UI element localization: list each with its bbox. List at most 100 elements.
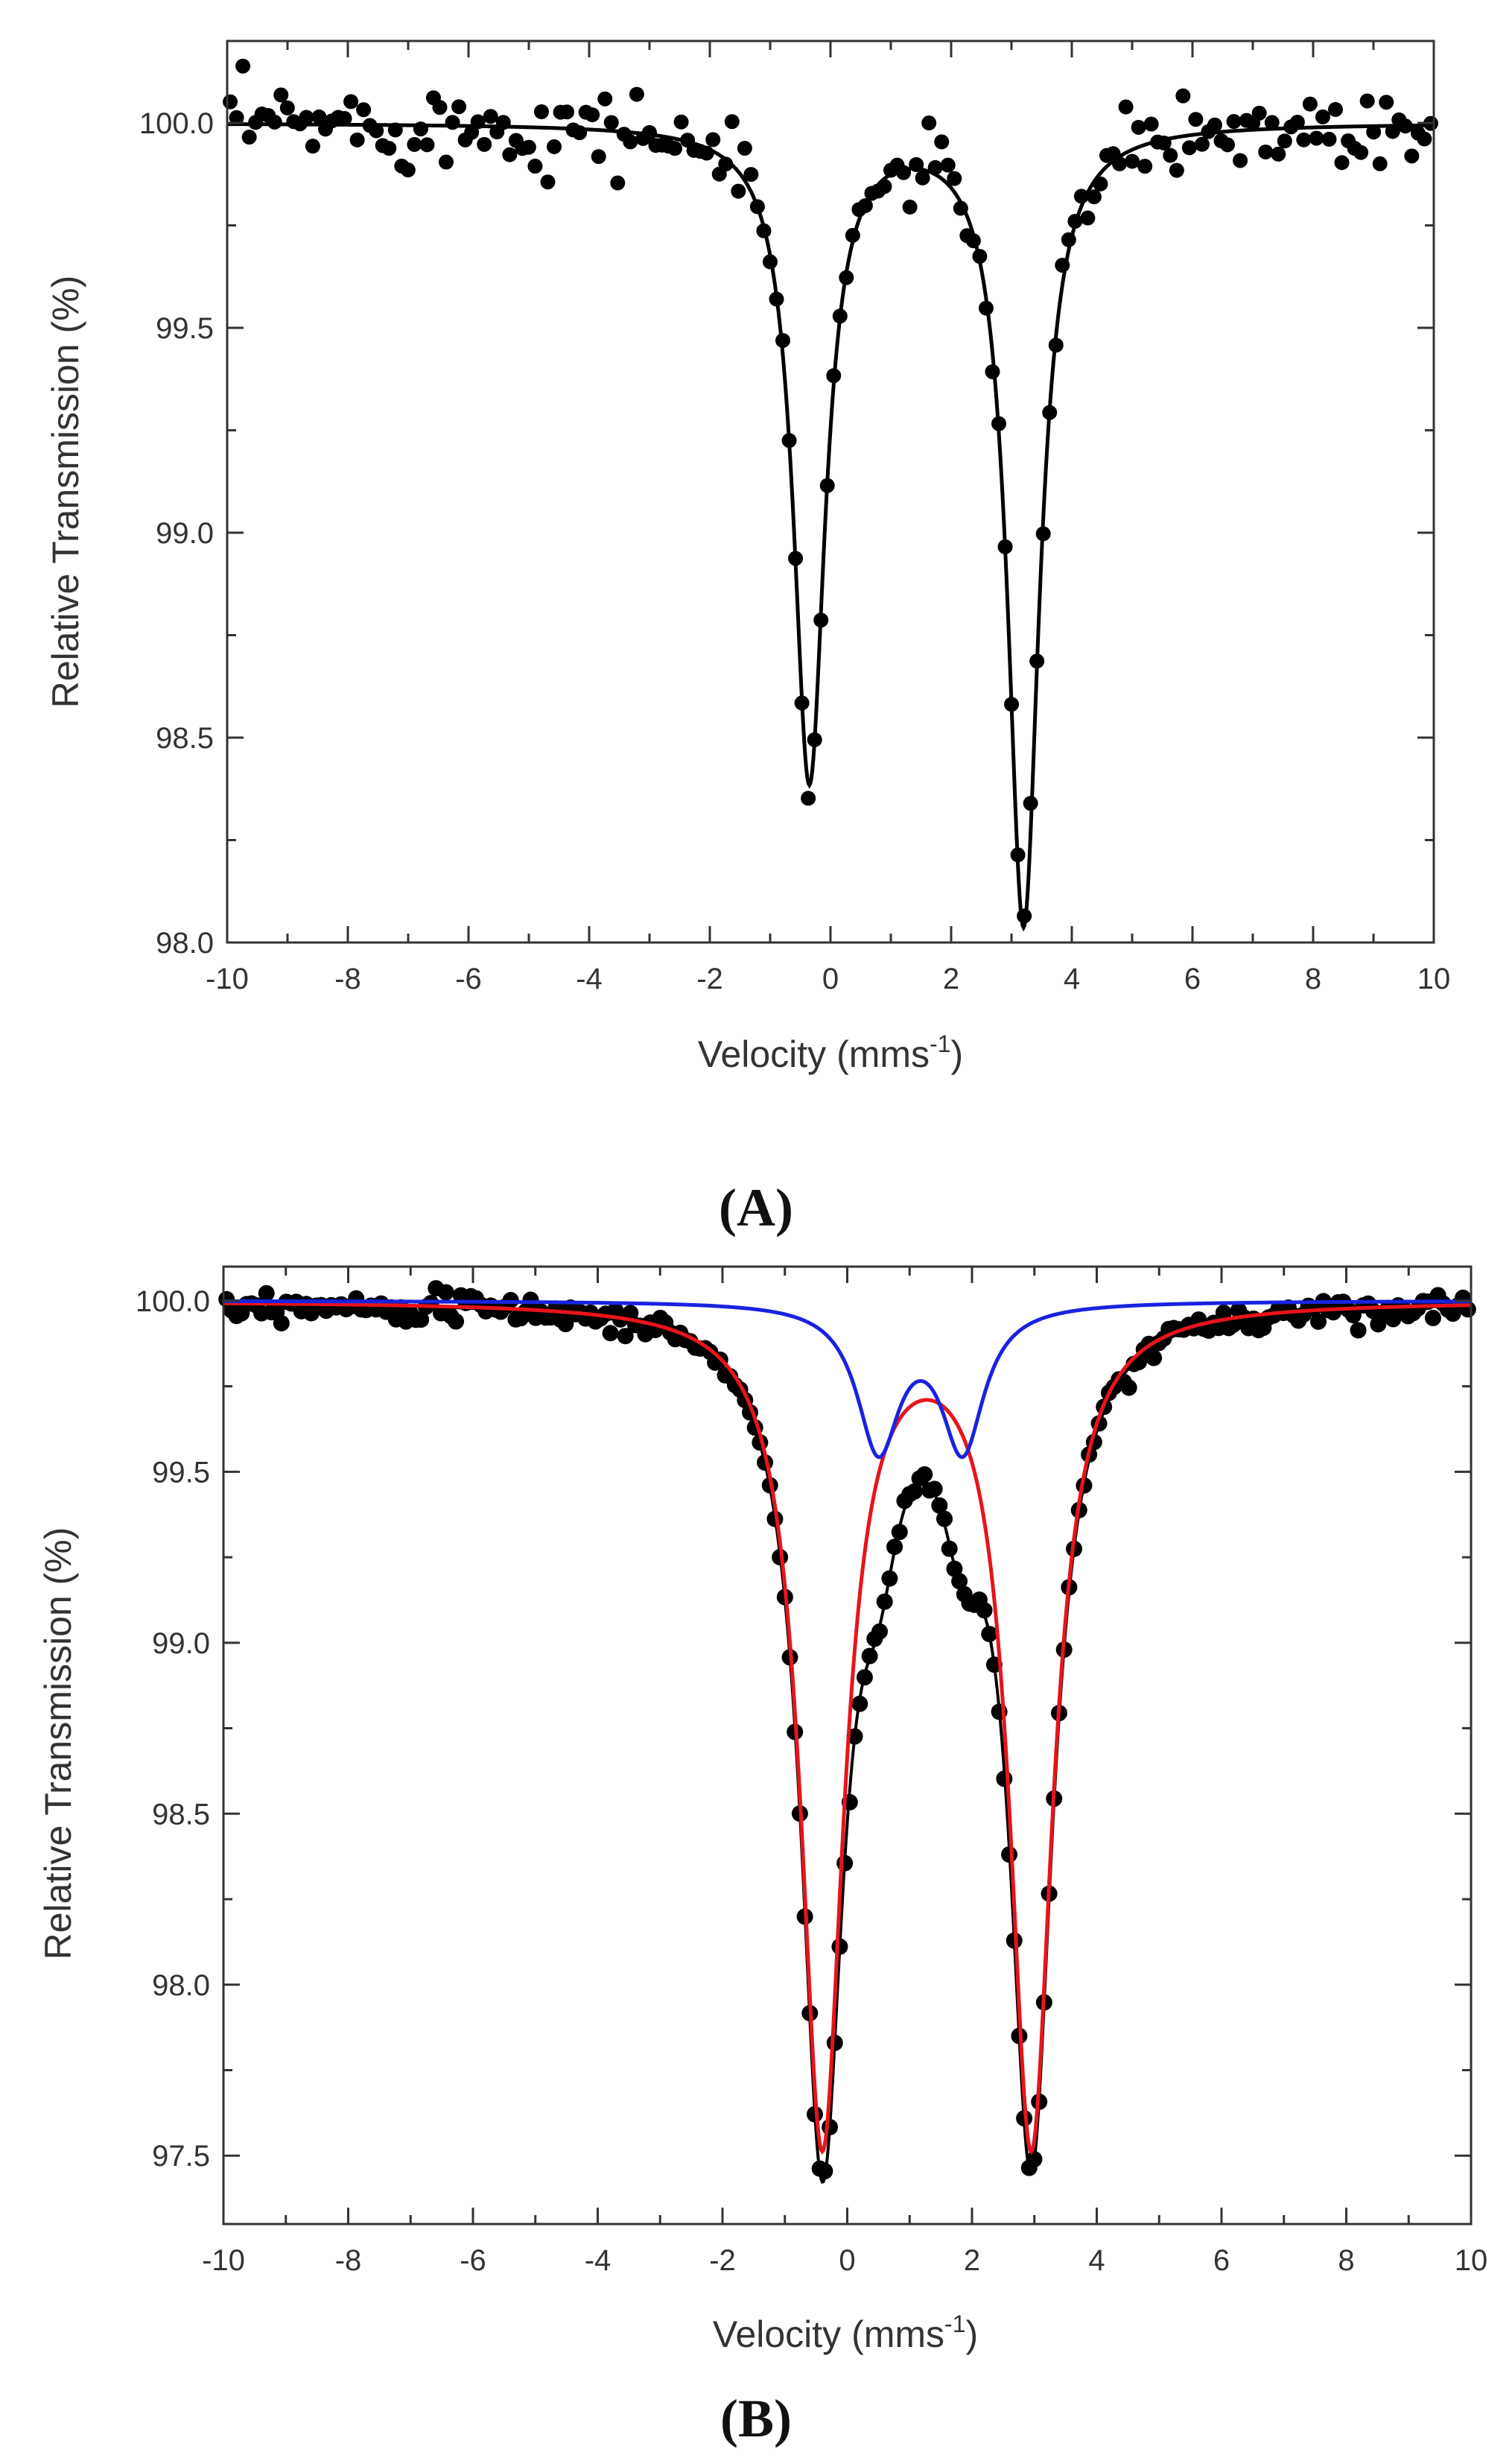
chart-b-x-tick-label: -8 [335,2244,362,2277]
chart-a-data-point [1163,148,1178,163]
chart-b-data-point [1310,1313,1327,1330]
chart-a-data-point [1258,144,1274,159]
chart-a-data-point [241,130,257,145]
chart-a-data-point [762,254,778,270]
chart-a-data-point [826,368,842,384]
chart-a-x-tick-label: -10 [206,963,249,995]
chart-a-data-point [1207,117,1222,133]
chart-a-data-point [495,115,511,130]
chart-a-y-tick-label: 100.0 [139,107,214,140]
chart-a-data-point [1175,88,1191,104]
chart-a-data-point [1233,153,1248,168]
chart-a-data-points [223,58,1438,924]
chart-a-data-point [1156,135,1172,151]
chart-a-data-point [1385,124,1400,139]
chart-a-data-point [1143,116,1159,132]
chart-a-data-point [311,109,327,124]
chart-a-data-point [610,175,626,191]
chart-b-y-tick-label: 99.0 [152,1627,210,1660]
chart-a-x-tick-label: 6 [1184,963,1201,995]
chart-a-data-point [801,791,816,806]
chart-a-data-point [585,107,600,123]
chart-a-data-point [718,156,734,172]
chart-b-data-point [916,1466,933,1483]
chart-a-data-point [1359,93,1375,109]
chart-a-data-point [1048,338,1064,353]
chart-a-data-point [1181,140,1197,156]
chart-a-data-point [845,227,860,243]
chart-a-data-point [381,141,397,156]
chart-a-data-point [1417,131,1432,147]
chart-a-x-tick-label: 2 [943,963,959,995]
chart-a-data-point [1112,156,1128,171]
chart-a-data-point [934,134,950,150]
chart-a-data-point [794,695,810,711]
chart-a-data-point [1397,118,1413,134]
chart-a-data-point [902,199,918,215]
chart-a-data-point [559,104,575,120]
chart-b-x-tick-label: -2 [709,2244,736,2277]
chart-a-data-point [641,124,657,140]
chart-a-data-point [1042,405,1058,420]
chart-a-data-point [1372,156,1388,171]
chart-a-data-point [857,197,873,213]
chart-a-data-point [305,139,320,154]
chart-a-data-point [235,58,251,74]
chart-a-x-tick-label: -2 [696,963,723,995]
chart-b-y-tick-label: 100.0 [136,1285,210,1318]
chart-b-curve-component-blue [223,1299,1471,1460]
chart-a-data-point [629,86,644,102]
chart-a-data-point [807,732,822,747]
chart-a-data-point [439,154,454,170]
chart-a-data-point [1023,796,1038,811]
chart-a-x-tick-label: -8 [334,963,361,995]
chart-b-data-point [1424,1309,1441,1326]
chart-a-data-point [1055,257,1070,273]
chart-b-x-tick-label: -4 [585,2244,612,2277]
chart-a-data-point [1067,213,1083,229]
chart-a-data-point [991,416,1007,431]
chart-a-data-point [591,149,606,165]
chart-a-x-axis-title: Velocity (mms-1) [698,1030,963,1075]
chart-a-data-point [337,111,352,127]
chart-a-data-point [407,136,422,152]
chart-a-data-point [927,159,943,175]
chart-a-x-tick-label: 10 [1417,963,1451,995]
chart-a-data-point [769,291,784,307]
chart-a-data-point [527,159,543,174]
chart-a-data-point [1035,526,1051,542]
chart-a-data-point [731,183,746,199]
chart-a-x-tick-label: 0 [822,963,839,995]
chart-a-data-point [540,174,556,190]
chart-a-data-point [349,132,365,148]
chart-b-x-tick-label: -10 [202,2244,245,2277]
chart-a-data-point [978,300,994,316]
chart-b-data-point [1385,1311,1402,1328]
chart-b-x-tick-label: 6 [1213,2244,1230,2277]
chart-a-data-point [724,114,740,130]
chart-a-data-point [1118,99,1134,115]
chart-a-data-point [572,125,588,141]
chart-a-y-tick-label: 98.0 [156,927,214,960]
chart-a-data-point [896,165,912,180]
chart-b-x-tick-label: 4 [1088,2244,1105,2277]
chart-a-data-point [1226,114,1242,130]
chart-b-x-tick-label: 10 [1455,2244,1488,2277]
chart-a-data-point [972,249,988,264]
chart-b-x-tick-label: 2 [964,2244,980,2277]
chart-a-data-point [533,104,549,119]
chart-a-data-point [909,156,924,172]
chart-a-data-point [1017,908,1032,924]
chart-a-data-point [1137,159,1153,174]
chart-a-data-point [597,91,613,107]
chart-a-data-point [413,121,428,137]
chart-a-data-point [229,110,244,125]
chart-b-y-tick-label: 99.5 [152,1456,210,1489]
chart-b-data-point [602,1325,619,1342]
chart-b-panel-label: (B) [720,2389,792,2448]
chart-b-data-point [617,1328,634,1345]
chart-b-data-point [557,1316,574,1333]
chart-b-x-tick-label: -6 [460,2244,486,2277]
chart-a-data-point [985,364,1000,379]
